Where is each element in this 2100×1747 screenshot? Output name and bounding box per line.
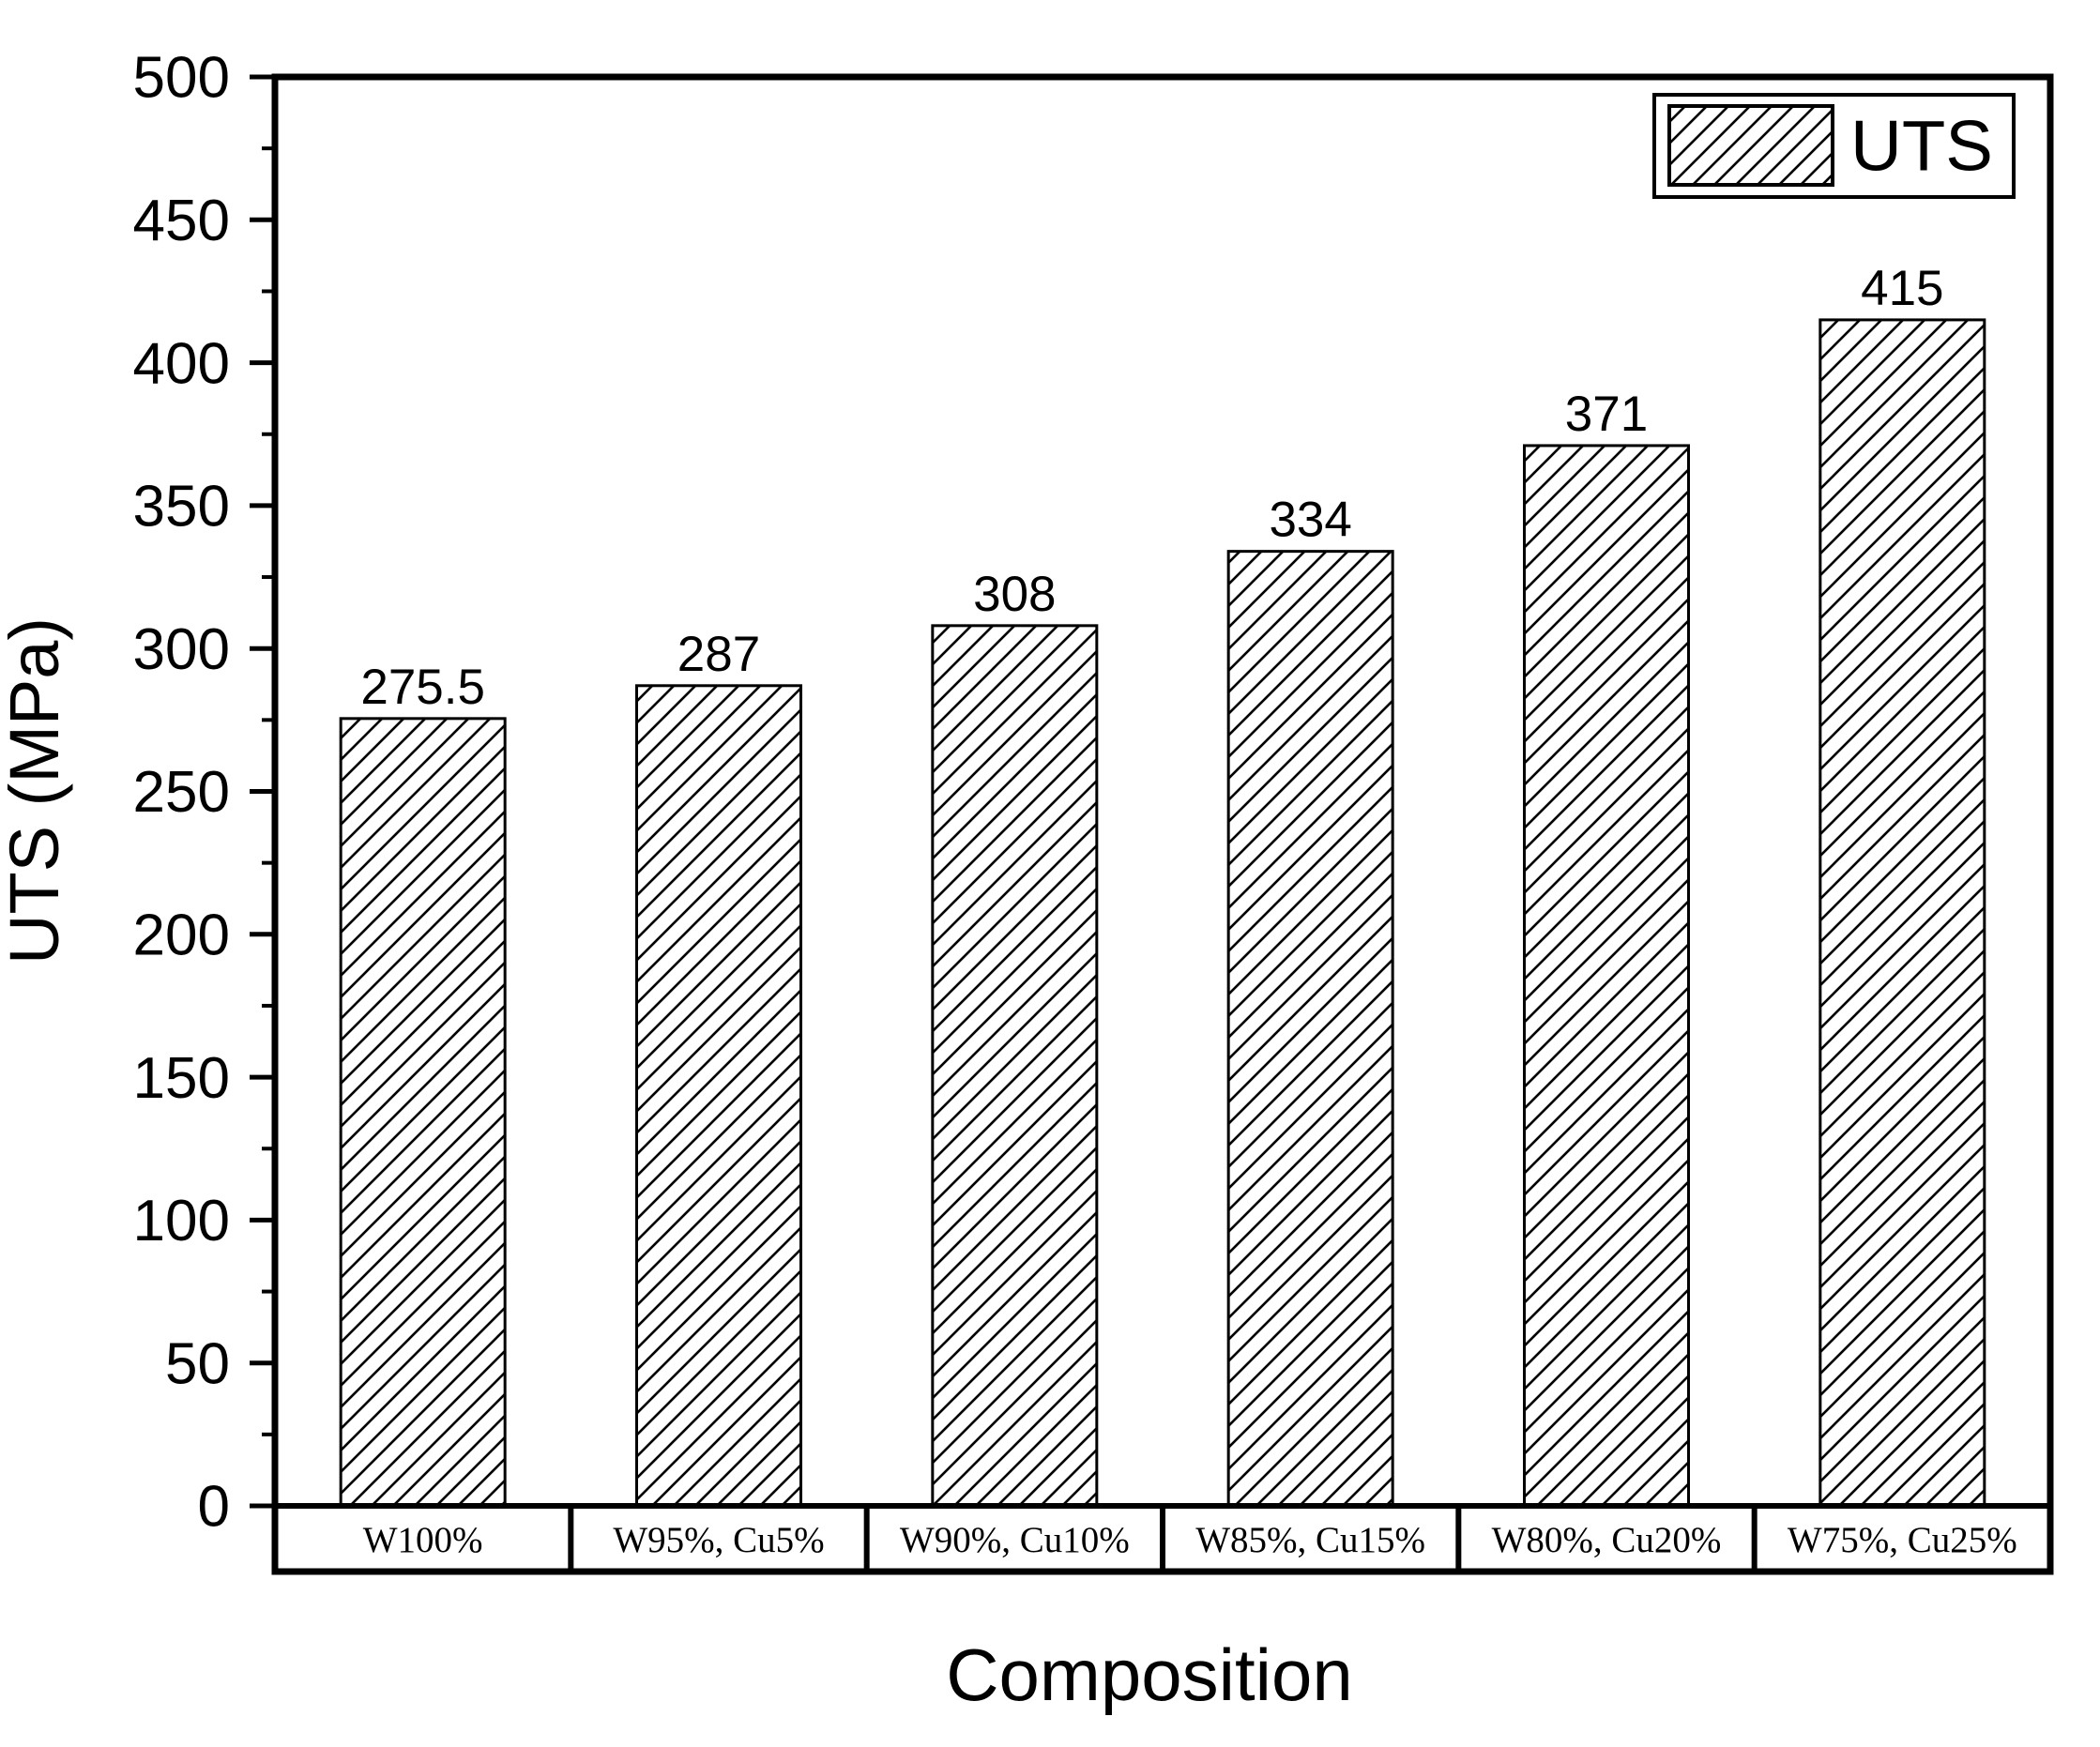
category-label: W90%, Cu10% [900,1520,1130,1560]
y-tick-label: 450 [133,189,230,253]
bar-value-label: 415 [1861,261,1943,316]
bar [1226,550,1394,1508]
y-tick-label: 350 [133,475,230,539]
bar [635,684,802,1508]
category-label: W100% [363,1520,483,1560]
legend-label: UTS [1850,107,1993,187]
bar-value-label: 308 [973,567,1056,622]
category-label: W95%, Cu5% [613,1520,824,1560]
bar-value-label: 334 [1269,493,1351,548]
y-tick-label: 50 [165,1331,230,1396]
legend-hatch-swatch-icon [1667,104,1834,187]
y-tick-label: 0 [198,1475,230,1540]
category-label: W80%, Cu20% [1492,1520,1722,1560]
y-tick-label: 500 [133,46,230,111]
y-tick-label: 100 [133,1189,230,1253]
category-band: W100% W95%, Cu5% W90%, Cu10% W85%, Cu15% W80… [363,1506,2017,1572]
category-label: W75%, Cu25% [1788,1520,2017,1560]
y-axis-title: UTS (MPa) [0,617,73,965]
category-label: W85%, Cu15% [1195,1520,1425,1560]
bar-value-label: 371 [1565,387,1648,442]
bar-value-label: 287 [677,627,760,682]
plot-frame [271,73,2054,1575]
bar [931,624,1099,1508]
legend: UTS [1652,93,2016,199]
bar [339,717,507,1508]
bars: 275.5 287 308 334 371 415 [339,261,1986,1508]
y-tick-label: 400 [133,331,230,396]
bar-value-label: 275.5 [360,660,485,715]
y-tick-label: 150 [133,1046,230,1111]
x-axis-title: Composition [946,1633,1353,1716]
y-tick-label: 300 [133,617,230,682]
y-axis-ticks: 0 50 100 150 200 250 300 350 400 450 500 [133,46,275,1540]
y-tick-label: 200 [133,904,230,968]
y-tick-label: 250 [133,760,230,825]
bar [1523,444,1690,1508]
bar [1818,318,1986,1508]
